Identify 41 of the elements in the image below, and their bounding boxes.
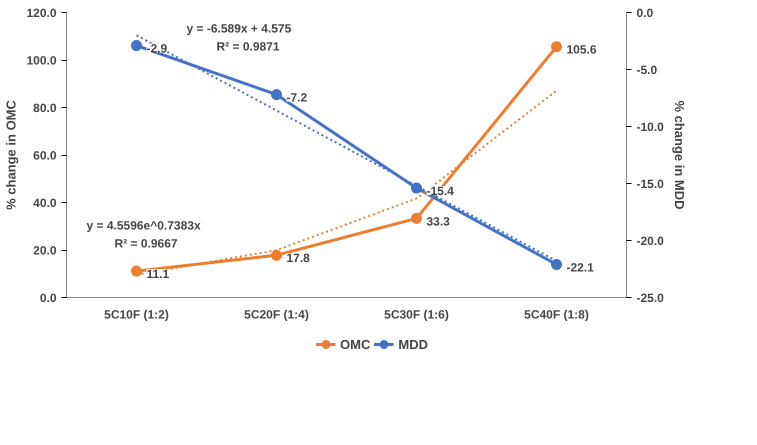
y-axis-title: % change in OMC [3,99,18,210]
point [551,258,562,270]
data-label: 33.3 [426,214,450,228]
x-tick-label: 5C30F (1:6) [384,308,449,322]
point [411,182,422,194]
data-label: 11.1 [146,267,170,282]
y-tick-label: 0.0 [40,291,57,305]
y2-tick-label: -25.0 [636,291,664,305]
point [131,40,142,52]
annotation: y = 4.5596e^0.7383x [86,218,201,232]
data-label: -15.4 [426,184,454,198]
y2-tick-label: -5.0 [636,63,658,77]
y2-axis-title: % change in MDD [672,100,687,210]
y2-tick-label: -15.0 [636,177,664,191]
annotation: R² = 0.9667 [114,236,178,250]
y-tick-label: 100.0 [26,54,57,68]
y-tick-label: 120.0 [26,6,57,20]
annotation: y = -6.589x + 4.575 [186,22,292,36]
point [271,250,282,261]
y2-tick-label: 0.0 [636,6,654,20]
y-tick-label: 60.0 [33,148,57,162]
data-label: -2.9 [146,42,168,56]
y-tick-label: 80.0 [33,101,57,115]
legend-label: MDD [398,336,428,352]
data-label: -22.1 [566,260,594,274]
y-tick-label: 20.0 [33,244,57,258]
y-tick-label: 40.0 [33,196,57,210]
data-label: -7.2 [286,90,308,105]
data-label: 17.8 [286,251,310,266]
y2-tick-label: -20.0 [636,234,664,248]
point [411,212,422,224]
point [131,266,142,277]
x-tick-label: 5C20F (1:4) [244,308,309,322]
point [271,89,282,100]
x-tick-label: 5C40F (1:8) [524,308,589,322]
y2-tick-label: -10.0 [636,120,664,134]
legend-label: OMC [340,336,370,352]
data-label: 105.6 [566,42,597,57]
annotation: R² = 0.9871 [216,40,280,54]
point [551,41,562,52]
x-tick-label: 5C10F (1:2) [104,308,169,322]
